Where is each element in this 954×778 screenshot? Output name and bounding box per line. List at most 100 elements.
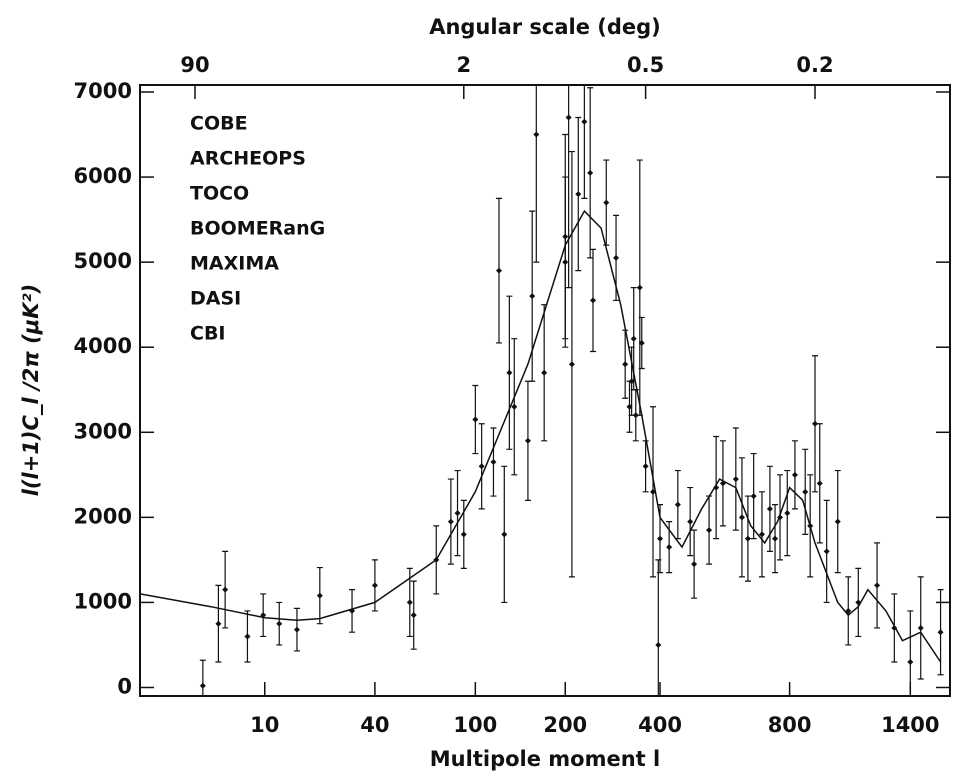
data-point [772, 535, 779, 542]
data-point [802, 488, 809, 495]
data-point [732, 476, 739, 483]
data-point [816, 480, 823, 487]
y-tick-label: 2000 [74, 504, 132, 528]
data-point [454, 510, 461, 517]
data-point [706, 527, 713, 534]
y-tick-label: 3000 [74, 419, 132, 443]
data-point [460, 531, 467, 538]
data-point [632, 412, 639, 419]
data-point [807, 522, 814, 529]
x-tick-label: 40 [360, 713, 389, 737]
data-point [626, 403, 633, 410]
y-tick-label: 6000 [74, 164, 132, 188]
data-point [511, 403, 518, 410]
data-point [406, 599, 413, 606]
data-point [199, 682, 206, 689]
y-tick-label: 5000 [74, 249, 132, 273]
data-point [784, 510, 791, 517]
legend-label: DASI [190, 288, 241, 310]
model-curve [140, 209, 942, 663]
data-point [777, 514, 784, 521]
data-point [738, 514, 745, 521]
data-point [495, 267, 502, 274]
data-point [691, 561, 698, 568]
data-point [744, 535, 751, 542]
plot-frame [139, 84, 951, 697]
data-point [823, 548, 830, 555]
x2-tick-label: 90 [180, 53, 209, 77]
x-tick-label: 200 [543, 713, 587, 737]
data-point [666, 544, 673, 551]
data-point [433, 556, 440, 563]
data-point [622, 361, 629, 368]
data-point [349, 607, 356, 614]
data-point [575, 191, 582, 198]
data-point [501, 531, 508, 538]
data-point [891, 624, 898, 631]
data-point [650, 488, 657, 495]
data-point [630, 335, 637, 342]
data-point [603, 199, 610, 206]
data-point [636, 284, 643, 291]
data-point [638, 339, 645, 346]
data-point [293, 626, 300, 633]
data-point [589, 297, 596, 304]
legend-label: TOCO [190, 183, 249, 205]
legend-label: CBI [190, 323, 226, 345]
data-point [874, 582, 881, 589]
data-point [244, 633, 251, 640]
data-point [766, 505, 773, 512]
data-point [215, 620, 222, 627]
legend-label: COBE [190, 113, 248, 135]
data-point [260, 612, 267, 619]
data-point [613, 254, 620, 261]
data-point [917, 624, 924, 631]
data-point [719, 480, 726, 487]
x-axis-label: Multipole moment l [430, 747, 660, 771]
y-tick-label: 1000 [74, 589, 132, 613]
data-point [447, 518, 454, 525]
data-point [834, 518, 841, 525]
data-point [791, 471, 798, 478]
data-point [478, 463, 485, 470]
data-point [713, 484, 720, 491]
y-tick-label: 7000 [74, 79, 132, 103]
error-bar [565, 85, 572, 289]
data-point [687, 518, 694, 525]
x2-tick-label: 0.5 [627, 53, 664, 77]
data-point [410, 612, 417, 619]
legend-label: BOOMERanG [190, 218, 325, 240]
data-point [490, 459, 497, 466]
x2-tick-label: 2 [456, 53, 471, 77]
chart-title: Angular scale (deg) [429, 15, 661, 39]
data-point [907, 658, 914, 665]
data-point [758, 531, 765, 538]
x-tick-label: 400 [638, 713, 682, 737]
data-point [565, 114, 572, 121]
data-point [845, 607, 852, 614]
data-point [568, 361, 575, 368]
data-point [276, 620, 283, 627]
x2-tick-label: 0.2 [796, 53, 833, 77]
data-point [316, 592, 323, 599]
x-tick-label: 10 [250, 713, 279, 737]
data-point [855, 599, 862, 606]
data-point [222, 586, 229, 593]
data-point [371, 582, 378, 589]
data-point [581, 118, 588, 125]
plot-area [140, 85, 944, 696]
x-tick-label: 100 [453, 713, 497, 737]
data-point [533, 131, 540, 138]
data-point [937, 629, 944, 636]
data-point [642, 463, 649, 470]
x-tick-label: 800 [768, 713, 812, 737]
data-point [587, 169, 594, 176]
data-point [674, 501, 681, 508]
data-point [655, 641, 662, 648]
data-point [506, 369, 513, 376]
data-point [657, 535, 664, 542]
data-point [812, 420, 819, 427]
y-axis-label: l(l+1)C_l /2π (μK²) [19, 284, 43, 497]
legend-label: MAXIMA [190, 253, 279, 275]
